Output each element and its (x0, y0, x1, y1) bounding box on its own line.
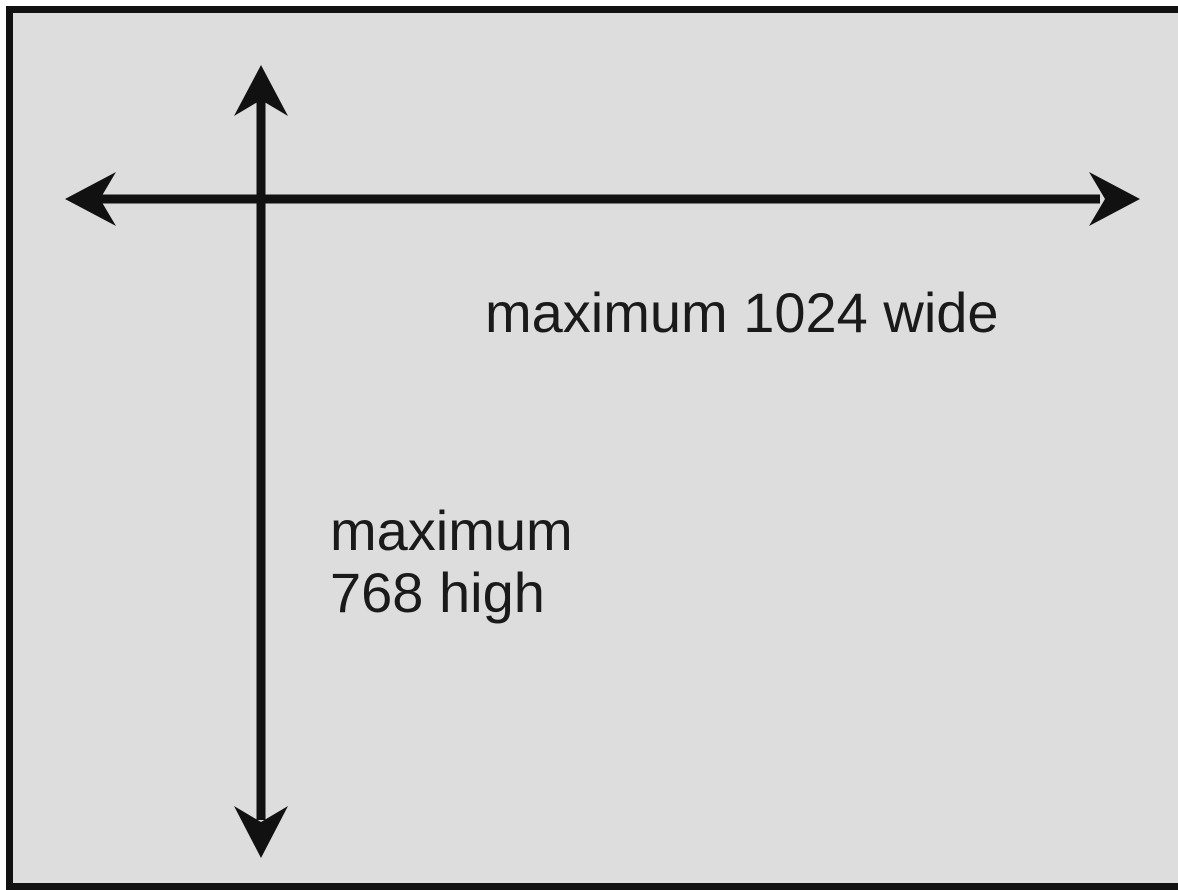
width-label: maximum 1024 wide (485, 281, 999, 344)
height-label-line-2: 768 high (330, 561, 545, 624)
vertical-double-arrow-icon (234, 65, 288, 858)
height-label: maximum 768 high (330, 500, 573, 624)
height-label-line-1: maximum (330, 499, 573, 562)
screen-frame (6, 6, 1178, 890)
horizontal-double-arrow-icon (65, 172, 1140, 226)
